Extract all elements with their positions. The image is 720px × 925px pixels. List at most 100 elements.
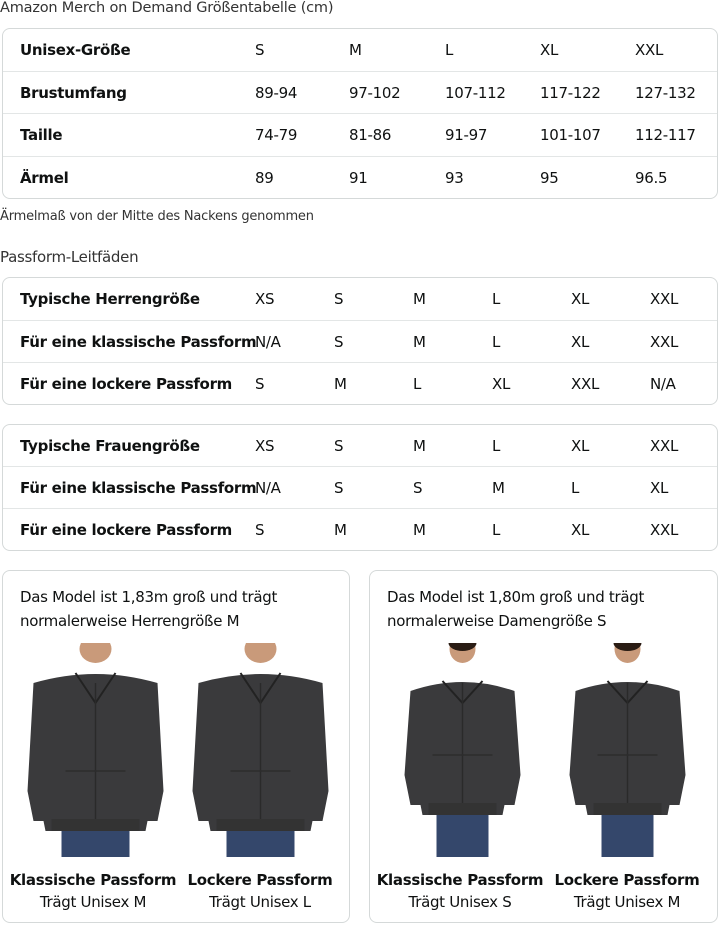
table-row: Unisex-Größe S M L XL XXL xyxy=(3,29,717,72)
table-cell: L xyxy=(492,332,501,351)
table-cell: L xyxy=(571,478,580,497)
row-label: Typische Frauengröße xyxy=(20,436,200,455)
men-fit-table: Typische Herrengröße XS S M L XL XXL Für eine k… xyxy=(2,277,718,405)
table-cell: XXL xyxy=(571,375,600,393)
table-row: Für eine klassische Passform N/A S M L XL XXL xyxy=(3,321,717,363)
table-row: Für eine lockere Passform S M L XL XXL N/A xyxy=(3,363,717,404)
fit-name: Klassische Passform xyxy=(376,871,544,889)
table-cell: 101-107 xyxy=(540,126,601,144)
table-cell: L xyxy=(492,521,501,539)
table-cell: XXL xyxy=(635,41,664,59)
table-cell: 95 xyxy=(540,169,559,187)
model-photo-loose xyxy=(192,643,329,857)
model-text-line: Das Model ist 1,80m groß und trägt xyxy=(387,588,645,606)
table-cell: XL xyxy=(571,521,590,539)
table-cell: XL xyxy=(571,332,590,351)
row-label: Für eine lockere Passform xyxy=(20,521,232,539)
size-worn: Trägt Unisex M xyxy=(573,893,681,911)
table-cell: 89 xyxy=(255,169,274,187)
row-label: Unisex-Größe xyxy=(20,41,131,59)
row-label: Typische Herrengröße xyxy=(20,290,200,308)
page-title: Amazon Merch on Demand Größentabelle (cm… xyxy=(0,0,334,16)
table-cell: XS xyxy=(255,290,275,308)
table-cell: M xyxy=(334,375,347,393)
size-table: Unisex-Größe S M L XL XXL Brustumfang 89-94 97-1… xyxy=(2,28,718,199)
table-row: Für eine lockere Passform S M M L XL XXL xyxy=(3,509,717,550)
table-cell: 96.5 xyxy=(635,169,668,187)
table-cell: 74-79 xyxy=(255,126,298,144)
fit-guide-title: Passform-Leitfäden xyxy=(0,248,139,266)
model-text-line: normalerweise Herrengröße M xyxy=(20,612,240,630)
size-worn: Trägt Unisex M xyxy=(39,893,147,911)
table-cell: S xyxy=(334,478,344,497)
table-cell: 81-86 xyxy=(349,126,392,144)
table-cell: L xyxy=(492,290,501,308)
fit-name: Klassische Passform xyxy=(9,871,177,889)
table-cell: XS xyxy=(255,436,275,455)
table-cell: XL xyxy=(571,436,590,455)
size-worn: Trägt Unisex S xyxy=(408,893,512,911)
table-cell: 93 xyxy=(445,169,464,187)
row-label: Taille xyxy=(20,126,63,144)
table-row: Brustumfang 89-94 97-102 107-112 117-122 127-… xyxy=(3,72,717,114)
fit-name: Lockere Passform xyxy=(187,871,333,889)
table-cell: 117-122 xyxy=(540,83,601,102)
table-cell: M xyxy=(349,41,362,59)
table-cell: XL xyxy=(492,375,511,393)
fit-name: Lockere Passform xyxy=(554,871,700,889)
sleeve-note: Ärmelmaß von der Mitte des Nackens genom… xyxy=(0,209,314,224)
table-row: Ärmel 89 91 93 95 96.5 xyxy=(3,157,717,198)
table-cell: 97-102 xyxy=(349,83,401,102)
model-photo-loose xyxy=(569,643,686,857)
table-cell: N/A xyxy=(650,375,676,393)
table-cell: XXL xyxy=(650,436,679,455)
table-cell: XL xyxy=(540,41,559,59)
table-row: Typische Frauengröße XS S M L XL XXL xyxy=(3,425,717,467)
model-text-line: normalerweise Damengröße S xyxy=(387,612,607,630)
table-cell: N/A xyxy=(255,478,281,497)
table-cell: M xyxy=(334,521,347,539)
table-cell: S xyxy=(255,375,265,393)
model-photo-classic xyxy=(404,643,521,857)
row-label: Für eine klassische Passform xyxy=(20,478,257,497)
model-caption: Lockere Passform Trägt Unisex M xyxy=(542,871,712,911)
table-cell: XXL xyxy=(650,290,679,308)
table-cell: 91 xyxy=(349,169,368,187)
model-caption: Klassische Passform Trägt Unisex S xyxy=(375,871,545,911)
table-row: Für eine klassische Passform N/A S S M L XL xyxy=(3,467,717,509)
table-cell: 89-94 xyxy=(255,83,298,102)
table-cell: 91-97 xyxy=(445,126,488,144)
table-cell: XXL xyxy=(650,332,679,351)
women-fit-table: Typische Frauengröße XS S M L XL XXL Für eine k… xyxy=(2,424,718,551)
model-description: Das Model ist 1,80m groß und trägt normal… xyxy=(387,585,644,633)
table-cell: S xyxy=(334,436,344,455)
model-description: Das Model ist 1,83m groß und trägt normal… xyxy=(20,585,277,633)
table-cell: L xyxy=(445,41,454,59)
men-model-card: Das Model ist 1,83m groß und trägt normal… xyxy=(2,570,350,923)
women-model-card: Das Model ist 1,80m groß und trägt normal… xyxy=(369,570,718,923)
table-cell: S xyxy=(334,332,344,351)
table-cell: S xyxy=(255,41,265,59)
table-cell: XL xyxy=(571,290,590,308)
table-row: Taille 74-79 81-86 91-97 101-107 112-117 xyxy=(3,114,717,157)
table-cell: 107-112 xyxy=(445,83,506,102)
row-label: Brustumfang xyxy=(20,83,127,102)
table-cell: XL xyxy=(650,478,669,497)
row-label: Ärmel xyxy=(20,169,69,187)
row-label: Für eine lockere Passform xyxy=(20,375,232,393)
table-cell: S xyxy=(334,290,344,308)
table-cell: XXL xyxy=(650,521,679,539)
table-cell: M xyxy=(413,290,426,308)
table-cell: S xyxy=(413,478,423,497)
row-label: Für eine klassische Passform xyxy=(20,332,257,351)
model-caption: Lockere Passform Trägt Unisex L xyxy=(175,871,345,911)
table-cell: M xyxy=(492,478,505,497)
table-cell: M xyxy=(413,332,426,351)
size-worn: Trägt Unisex L xyxy=(209,893,311,911)
table-cell: L xyxy=(492,436,501,455)
table-cell: S xyxy=(255,521,265,539)
table-cell: L xyxy=(413,375,422,393)
model-photo-classic xyxy=(27,643,164,857)
table-cell: 112-117 xyxy=(635,126,696,144)
table-cell: 127-132 xyxy=(635,83,696,102)
